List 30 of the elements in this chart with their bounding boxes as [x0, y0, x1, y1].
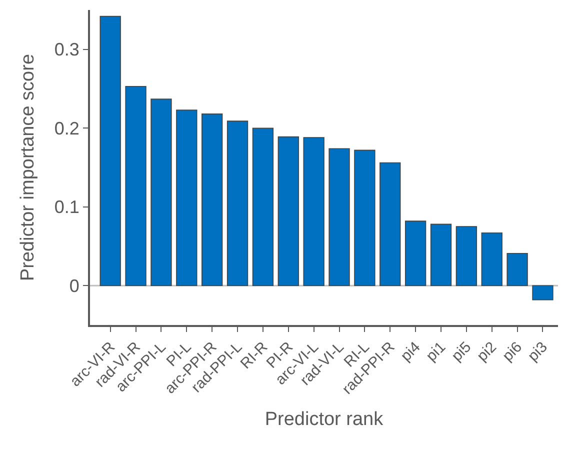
y-tick-label: 0.3: [54, 40, 80, 60]
x-tick-label: pi6: [499, 338, 526, 365]
x-tick-label: pi5: [448, 338, 475, 365]
bar: [202, 114, 223, 286]
bar: [125, 86, 146, 286]
bar: [328, 148, 350, 286]
bar: [532, 285, 554, 300]
bar: [303, 137, 324, 286]
x-tick-label: pi3: [524, 338, 551, 365]
bar: [226, 120, 248, 286]
bar: [354, 150, 376, 286]
y-tick-label: 0.1: [54, 197, 80, 218]
bar: [176, 110, 198, 286]
bar: [100, 16, 121, 286]
x-axis-title: Predictor rank: [264, 409, 384, 430]
x-tick-label: pi1: [422, 338, 450, 365]
bar: [430, 224, 452, 286]
bar: [278, 136, 299, 286]
bar: [506, 252, 528, 286]
bar: [456, 226, 478, 286]
y-axis-title: Predictor importance score: [18, 54, 39, 282]
bar: [380, 162, 401, 286]
bar: [404, 220, 426, 286]
y-tick-label: 0: [69, 276, 80, 296]
x-tick-label: pi4: [398, 338, 424, 365]
bar: [481, 232, 502, 286]
bar: [150, 98, 172, 286]
y-tick-label: 0.2: [54, 118, 80, 138]
bar: [252, 128, 274, 286]
x-tick-label: pi2: [474, 338, 500, 365]
